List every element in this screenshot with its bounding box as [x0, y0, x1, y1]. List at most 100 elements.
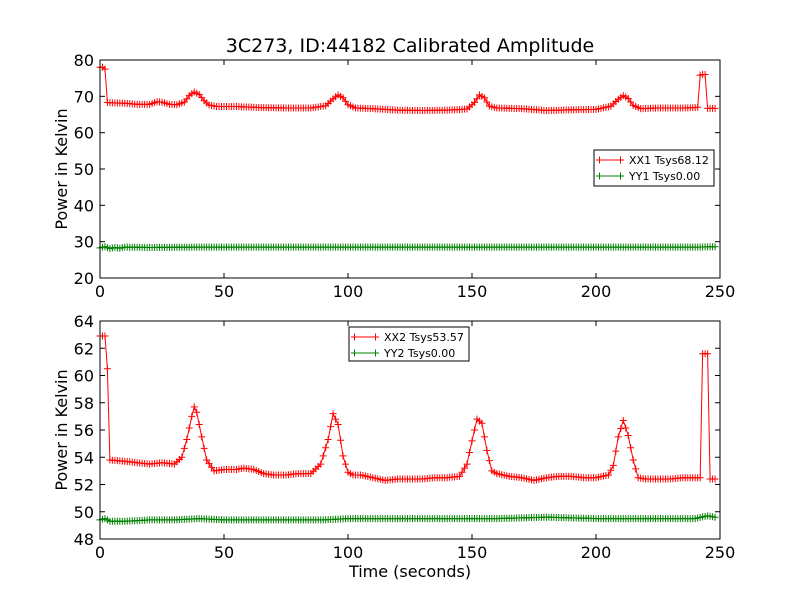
x-tick-label: 150	[457, 282, 488, 301]
legend-marker	[596, 156, 624, 164]
y-tick-label: 30	[74, 233, 94, 252]
data-point	[317, 460, 325, 468]
x-tick-label: 200	[581, 282, 612, 301]
data-point	[480, 94, 488, 102]
data-point	[342, 460, 350, 468]
chart-title: 3C273, ID:44182 Calibrated Amplitude	[226, 35, 594, 57]
data-point	[458, 468, 466, 476]
data-point	[711, 243, 719, 251]
x-tick-label: 100	[333, 282, 364, 301]
legend-label: YY2 Tsys0.00	[383, 347, 455, 360]
y-tick-label: 62	[74, 339, 94, 358]
data-point	[461, 464, 469, 472]
data-point	[178, 453, 186, 461]
y-tick-label: 70	[74, 87, 94, 106]
data-point	[470, 99, 478, 107]
x-tick-label: 50	[214, 543, 234, 562]
ticks-group: 0 50 100 150 200 250 48 50 52 54 56 58 60 62 64	[74, 312, 736, 562]
data-point	[188, 412, 196, 420]
y-tick-label: 40	[74, 196, 94, 215]
data-point	[195, 421, 203, 429]
series-group	[96, 63, 719, 253]
data-point	[101, 65, 109, 73]
data-point	[619, 416, 627, 424]
series-xx	[96, 332, 719, 484]
data-point	[711, 475, 719, 483]
y-tick-label: 60	[74, 367, 94, 386]
y-axis-label: Power in Kelvin	[52, 108, 71, 229]
legend-marker	[351, 333, 379, 341]
x-tick-label: 250	[705, 282, 736, 301]
y-tick-label: 64	[74, 312, 94, 331]
data-point	[612, 447, 620, 455]
y-axis-label: Power in Kelvin	[52, 369, 71, 490]
data-point	[617, 425, 625, 433]
y-tick-label: 50	[74, 503, 94, 522]
data-point	[483, 98, 491, 106]
data-point	[190, 403, 198, 411]
data-point	[185, 424, 193, 432]
data-point	[327, 423, 335, 431]
ticks-group: 0 50 100 150 200 250 20 30 40 50 60 70 80	[74, 51, 736, 301]
legend: XX2 Tsys53.57 YY2 Tsys0.00	[348, 326, 470, 362]
data-point	[624, 431, 632, 439]
data-point	[180, 444, 188, 452]
data-point	[463, 460, 471, 468]
data-point	[193, 408, 201, 416]
data-point	[337, 436, 345, 444]
data-point	[696, 474, 704, 482]
y-tick-label: 60	[74, 124, 94, 143]
x-tick-label: 250	[705, 543, 736, 562]
data-point	[629, 456, 637, 464]
x-tick-label: 200	[581, 543, 612, 562]
y-tick-label: 48	[74, 530, 94, 549]
data-point	[473, 95, 481, 103]
legend-label: YY1 Tsys0.00	[628, 170, 700, 183]
data-point	[485, 457, 493, 465]
data-point	[468, 437, 476, 445]
data-point	[609, 461, 617, 469]
legend-box	[593, 149, 715, 187]
data-point	[632, 465, 640, 473]
data-point	[470, 426, 478, 434]
plot-frame	[99, 320, 721, 540]
series-xx	[96, 63, 719, 115]
data-point	[604, 471, 612, 479]
data-point	[208, 463, 216, 471]
data-point	[203, 456, 211, 464]
data-point	[622, 424, 630, 432]
data-point	[103, 365, 111, 373]
legend: XX1 Tsys68.12 YY1 Tsys0.00	[593, 149, 715, 187]
data-point	[704, 350, 712, 358]
x-tick-label: 0	[95, 282, 105, 301]
data-point	[324, 436, 332, 444]
data-point	[334, 421, 342, 429]
series-yy	[96, 512, 719, 525]
data-point	[483, 446, 491, 454]
data-point	[607, 466, 615, 474]
x-tick-label: 100	[333, 543, 364, 562]
legend-label: XX2 Tsys53.57	[384, 331, 464, 344]
bottom-panel: Power in Kelvin Time (seconds) 0 50 100 150…	[52, 312, 735, 581]
legend-box	[348, 326, 470, 362]
data-point	[339, 452, 347, 460]
data-point	[200, 444, 208, 452]
plot-frame	[99, 59, 721, 279]
data-point	[614, 433, 622, 441]
x-tick-label: 150	[457, 543, 488, 562]
data-point	[711, 513, 719, 521]
legend-marker	[351, 349, 379, 357]
data-point	[480, 433, 488, 441]
x-tick-label: 0	[95, 543, 105, 562]
y-tick-label: 20	[74, 269, 94, 288]
legend-marker	[596, 172, 624, 180]
data-point	[183, 436, 191, 444]
y-tick-label: 50	[74, 160, 94, 179]
x-tick-label: 50	[214, 282, 234, 301]
data-point	[332, 415, 340, 423]
y-tick-label: 58	[74, 394, 94, 413]
y-tick-label: 54	[74, 448, 94, 467]
data-point	[322, 444, 330, 452]
data-point	[627, 444, 635, 452]
